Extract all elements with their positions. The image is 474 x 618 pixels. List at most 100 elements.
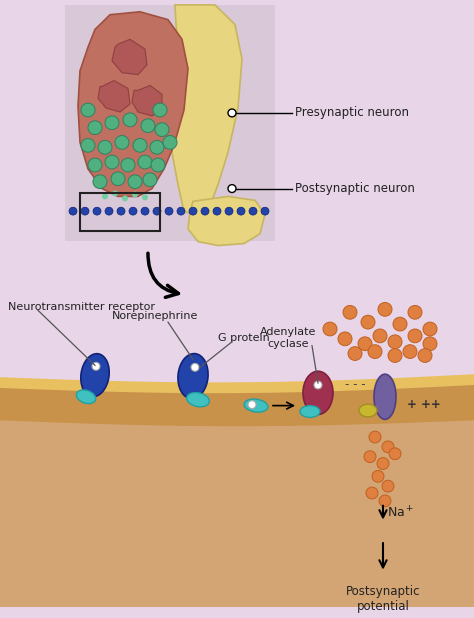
Circle shape: [98, 140, 112, 154]
Text: Adenylate
cyclase: Adenylate cyclase: [260, 327, 316, 349]
Circle shape: [358, 337, 372, 350]
Circle shape: [112, 190, 118, 197]
Circle shape: [123, 113, 137, 127]
Ellipse shape: [244, 399, 268, 412]
Ellipse shape: [300, 405, 320, 417]
Bar: [0, 408, 474, 607]
Circle shape: [105, 155, 119, 169]
Circle shape: [155, 123, 169, 137]
Text: Postsynaptic neuron: Postsynaptic neuron: [295, 182, 415, 195]
Circle shape: [153, 207, 161, 215]
Circle shape: [377, 458, 389, 470]
Circle shape: [201, 207, 209, 215]
Text: Presynaptic neuron: Presynaptic neuron: [295, 106, 409, 119]
Text: G protein: G protein: [218, 333, 270, 343]
Circle shape: [189, 207, 197, 215]
Circle shape: [88, 158, 102, 172]
Circle shape: [69, 207, 77, 215]
Circle shape: [129, 207, 137, 215]
Circle shape: [81, 207, 89, 215]
Ellipse shape: [178, 353, 208, 399]
Circle shape: [93, 175, 107, 188]
Circle shape: [418, 349, 432, 362]
Circle shape: [153, 103, 167, 117]
Circle shape: [111, 172, 125, 185]
Circle shape: [81, 103, 95, 117]
Circle shape: [248, 400, 256, 408]
Circle shape: [368, 345, 382, 358]
Circle shape: [393, 317, 407, 331]
Circle shape: [121, 158, 135, 172]
Circle shape: [348, 347, 362, 360]
Circle shape: [141, 119, 155, 133]
Circle shape: [165, 207, 173, 215]
Circle shape: [138, 155, 152, 169]
Polygon shape: [78, 12, 188, 197]
Circle shape: [163, 135, 177, 150]
Circle shape: [93, 207, 101, 215]
Circle shape: [423, 322, 437, 336]
Circle shape: [408, 305, 422, 319]
Circle shape: [364, 451, 376, 462]
Circle shape: [389, 448, 401, 460]
Circle shape: [225, 207, 233, 215]
Bar: [65, 5, 275, 240]
Circle shape: [117, 207, 125, 215]
Text: - - -: - - -: [345, 378, 365, 391]
Circle shape: [151, 158, 165, 172]
Circle shape: [338, 332, 352, 345]
Circle shape: [369, 431, 381, 443]
Circle shape: [128, 175, 142, 188]
Polygon shape: [0, 380, 474, 426]
Circle shape: [372, 470, 384, 482]
Circle shape: [92, 362, 100, 370]
Polygon shape: [188, 197, 265, 245]
Circle shape: [102, 193, 108, 200]
Circle shape: [88, 121, 102, 135]
Circle shape: [142, 195, 148, 200]
Circle shape: [361, 315, 375, 329]
Circle shape: [379, 495, 391, 507]
Circle shape: [408, 329, 422, 343]
Text: Postsynaptic
potential: Postsynaptic potential: [346, 585, 420, 613]
Text: + ++: + ++: [407, 398, 441, 411]
Polygon shape: [98, 80, 130, 112]
Circle shape: [132, 192, 138, 197]
Circle shape: [237, 207, 245, 215]
Circle shape: [343, 305, 357, 319]
Circle shape: [141, 207, 149, 215]
Circle shape: [423, 337, 437, 350]
Polygon shape: [132, 85, 162, 116]
Circle shape: [388, 335, 402, 349]
Ellipse shape: [359, 404, 377, 417]
Polygon shape: [172, 5, 242, 216]
Circle shape: [249, 207, 257, 215]
Circle shape: [122, 195, 128, 201]
Text: Neurotransmitter receptor: Neurotransmitter receptor: [8, 302, 155, 312]
Ellipse shape: [374, 374, 396, 420]
Circle shape: [382, 480, 394, 492]
Circle shape: [382, 441, 394, 453]
Circle shape: [403, 345, 417, 358]
Ellipse shape: [303, 371, 333, 415]
Bar: [80, 193, 160, 231]
Circle shape: [105, 116, 119, 130]
Polygon shape: [112, 40, 147, 75]
Circle shape: [228, 109, 236, 117]
Circle shape: [81, 138, 95, 152]
Ellipse shape: [81, 353, 109, 397]
Circle shape: [143, 173, 157, 187]
Circle shape: [191, 363, 199, 371]
Circle shape: [150, 140, 164, 154]
Circle shape: [115, 135, 129, 150]
Circle shape: [314, 381, 322, 389]
Circle shape: [213, 207, 221, 215]
Text: Na$^+$: Na$^+$: [387, 505, 414, 520]
Circle shape: [133, 138, 147, 152]
Circle shape: [228, 185, 236, 192]
Circle shape: [105, 207, 113, 215]
Circle shape: [177, 207, 185, 215]
Circle shape: [366, 487, 378, 499]
Text: Norepinephrine: Norepinephrine: [112, 311, 199, 321]
Circle shape: [261, 207, 269, 215]
